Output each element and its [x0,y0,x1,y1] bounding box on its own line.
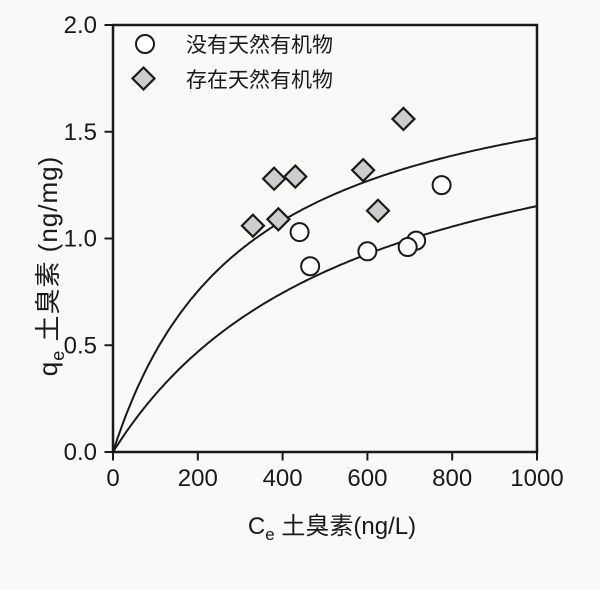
x-tick-label-1000: 1000 [510,465,563,492]
x-tick-label-0: 0 [106,465,119,492]
x-tick-label-600: 600 [347,465,387,492]
y-tick-label-2.0: 2.0 [64,12,97,39]
plot-border [111,23,539,454]
x-tick-label-200: 200 [178,465,218,492]
point-circle-775 [431,175,452,196]
legend-label-without-nom: 没有天然有机物 [186,34,333,57]
fit-curve-1 [112,205,538,453]
y-tick-label-1.0: 1.0 [64,226,97,253]
fit-curve-0 [112,137,538,453]
legend-label-with-nom: 存在天然有机物 [186,69,333,92]
x-tick-label-400: 400 [263,465,303,492]
y-tick-label-0.0: 0.0 [64,439,97,466]
point-circle-465 [300,256,321,277]
point-circle-440 [289,222,310,243]
data-points [240,106,452,277]
y-tick-label-1.5: 1.5 [64,119,97,146]
point-diamond-625 [365,198,391,224]
legend: 没有天然有机物 存在天然有机物 [130,34,333,92]
point-diamond-330 [240,213,266,239]
legend-filled-diamond-marker [130,65,157,92]
x-tick-label-800: 800 [432,465,472,492]
y-axis-title: qe 土臭素 (ng/mg) [33,156,68,377]
point-diamond-685 [390,106,416,132]
x-axis-title: Ce 土臭素(ng/L) [248,513,416,544]
y-tick-label-0.5: 0.5 [64,332,97,359]
fit-curves [112,137,538,453]
point-circle-600 [357,241,378,262]
point-circle-695 [397,237,418,258]
point-diamond-390 [265,206,291,232]
point-diamond-430 [282,164,308,190]
legend-open-circle-marker [135,34,155,54]
point-diamond-380 [261,166,287,192]
axes: 0 200 400 600 800 1000 0.0 0.5 1.0 1.5 2.0 [64,12,564,492]
point-diamond-590 [350,157,376,183]
